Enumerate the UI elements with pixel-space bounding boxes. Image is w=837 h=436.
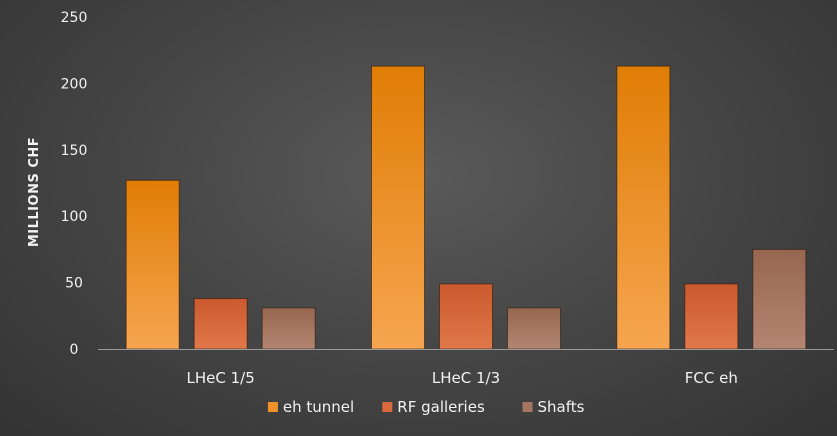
y-tick-label: 150 [61,143,88,159]
legend-label: eh tunnel [283,398,354,416]
bar-shafts [752,248,807,350]
bar-rf-galleries [439,283,493,350]
x-category-label: LHeC 1/3 [432,369,500,387]
legend-label: Shafts [538,398,585,416]
bar-eh-tunnel [125,179,180,350]
bar-shafts [261,307,316,350]
bars [125,65,807,350]
bar-rf-galleries [684,283,739,350]
legend-swatch [382,402,393,412]
x-category-label: LHeC 1/5 [187,369,255,387]
y-tick-label: 50 [65,276,83,292]
legend-swatch [522,402,533,412]
legend-label: RF galleries [397,398,485,416]
bar-eh-tunnel [616,65,671,350]
y-axis-ticks: 0 50 100 150 200 250 [61,10,88,358]
x-category-label: FCC eh [685,369,738,387]
y-tick-label: 250 [61,10,88,26]
y-tick-label: 200 [61,76,88,92]
y-tick-label: 100 [61,209,88,225]
bar-rf-galleries [193,298,248,350]
x-axis-labels: LHeC 1/5 LHeC 1/3 FCC eh [187,369,738,387]
y-tick-label: 0 [70,342,79,358]
legend-swatch [267,402,278,412]
legend: eh tunnel RF galleries Shafts [267,398,585,416]
bar-shafts [507,307,561,350]
y-axis-title: MILLIONS CHF [27,137,42,247]
bar-eh-tunnel [371,65,425,350]
